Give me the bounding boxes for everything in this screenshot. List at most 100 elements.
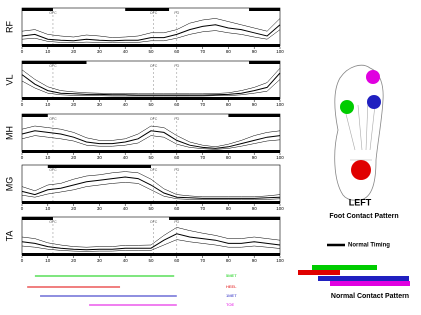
timing-bar (169, 217, 280, 220)
x-tick-label: 40 (123, 102, 129, 107)
x-tick-label: 60 (174, 102, 180, 107)
sd-line (21, 79, 281, 97)
x-tick-label: 0 (21, 49, 24, 54)
event-label: FO (174, 168, 179, 172)
x-tick-label: 20 (71, 155, 77, 160)
x-tick-label: 80 (226, 102, 232, 107)
event-label: OFC (150, 64, 158, 68)
y-label: MH (4, 126, 14, 140)
timing-bar (22, 217, 53, 220)
x-tick-label: 0 (21, 155, 24, 160)
x-tick-label: 90 (252, 206, 258, 211)
timing-bar (22, 8, 53, 11)
x-tick-label: 90 (252, 49, 258, 54)
timing-bar (22, 114, 48, 117)
contact-label: HEEL (226, 284, 237, 289)
timing-bar (228, 114, 280, 117)
stance-bar (22, 201, 280, 204)
x-tick-label: 70 (200, 155, 206, 160)
x-tick-label: 0 (21, 206, 24, 211)
x-tick-label: 60 (174, 49, 180, 54)
x-tick-label: 50 (148, 102, 154, 107)
x-tick-label: 30 (97, 155, 103, 160)
foot-caption: Foot Contact Pattern (329, 213, 398, 220)
sd-line (21, 227, 281, 248)
x-tick-label: 80 (226, 206, 232, 211)
mean-line (21, 233, 281, 251)
x-tick-label: 80 (226, 258, 232, 263)
x-tick-label: 60 (174, 155, 180, 160)
mean-line (21, 176, 281, 199)
sd-line (21, 135, 281, 150)
x-tick-label: 10 (45, 258, 51, 263)
x-tick-label: 90 (252, 155, 258, 160)
contact-legend-text: Normal Contact Pattern (331, 293, 409, 300)
x-tick-label: 40 (123, 49, 129, 54)
timing-bar (249, 61, 280, 64)
contact-label: TOE (226, 302, 234, 307)
foot-side: LEFT (349, 197, 372, 207)
event-label: FO (174, 11, 179, 15)
event-label: OFC (49, 64, 57, 68)
x-tick-label: 50 (148, 49, 154, 54)
stance-bar (22, 97, 280, 100)
timing-bar (249, 8, 280, 11)
x-tick-label: 100 (276, 206, 284, 211)
y-label: MG (4, 177, 14, 192)
x-tick-label: 80 (226, 155, 232, 160)
y-label: VL (4, 74, 14, 85)
x-tick-label: 20 (71, 206, 77, 211)
x-tick-label: 50 (148, 155, 154, 160)
event-label: OFC (150, 168, 158, 172)
mean-line (21, 130, 281, 149)
foot-diagram (334, 64, 384, 201)
x-tick-label: 10 (45, 49, 51, 54)
stance-bar (22, 150, 280, 153)
event-label: OFC (49, 220, 57, 224)
x-tick-label: 80 (226, 49, 232, 54)
x-tick-label: 70 (200, 49, 206, 54)
x-tick-label: 10 (45, 155, 51, 160)
x-tick-label: 70 (200, 258, 206, 263)
x-tick-label: 50 (148, 206, 154, 211)
event-label: OFC (49, 168, 57, 172)
x-tick-label: 70 (200, 206, 206, 211)
x-tick-label: 10 (45, 102, 51, 107)
x-tick-label: 40 (123, 258, 129, 263)
event-label: OFC (150, 11, 158, 15)
contact-label: 5MET (226, 273, 237, 278)
stance-bar (22, 44, 280, 47)
x-tick-label: 90 (252, 102, 258, 107)
x-tick-label: 30 (97, 258, 103, 263)
contact-label: 1MET (226, 293, 237, 298)
event-label: FO (174, 220, 179, 224)
x-tick-label: 50 (148, 258, 154, 263)
x-tick-label: 20 (71, 49, 77, 54)
y-label: RF (4, 21, 14, 33)
mean-line (21, 24, 281, 42)
stance-bar (22, 253, 280, 256)
sd-line (21, 239, 281, 252)
x-tick-label: 100 (276, 155, 284, 160)
x-tick-label: 100 (276, 102, 284, 107)
event-label: OFC (49, 11, 57, 15)
x-tick-label: 20 (71, 102, 77, 107)
x-tick-label: 30 (97, 49, 103, 54)
sd-line (21, 29, 281, 43)
y-label: TA (4, 231, 14, 242)
sd-line (21, 68, 281, 95)
x-tick-label: 100 (276, 49, 284, 54)
sd-line (21, 18, 281, 38)
event-label: FO (174, 117, 179, 121)
x-tick-label: 60 (174, 258, 180, 263)
event-label: FO (174, 64, 179, 68)
x-tick-label: 90 (252, 258, 258, 263)
timing-bar (47, 165, 151, 168)
event-label: OFC (49, 117, 57, 121)
mean-line (21, 72, 281, 96)
timing-legend-text: Normal Timing (348, 243, 390, 249)
x-tick-label: 70 (200, 102, 206, 107)
x-tick-label: 30 (97, 102, 103, 107)
normal-contact-bars (298, 265, 410, 286)
